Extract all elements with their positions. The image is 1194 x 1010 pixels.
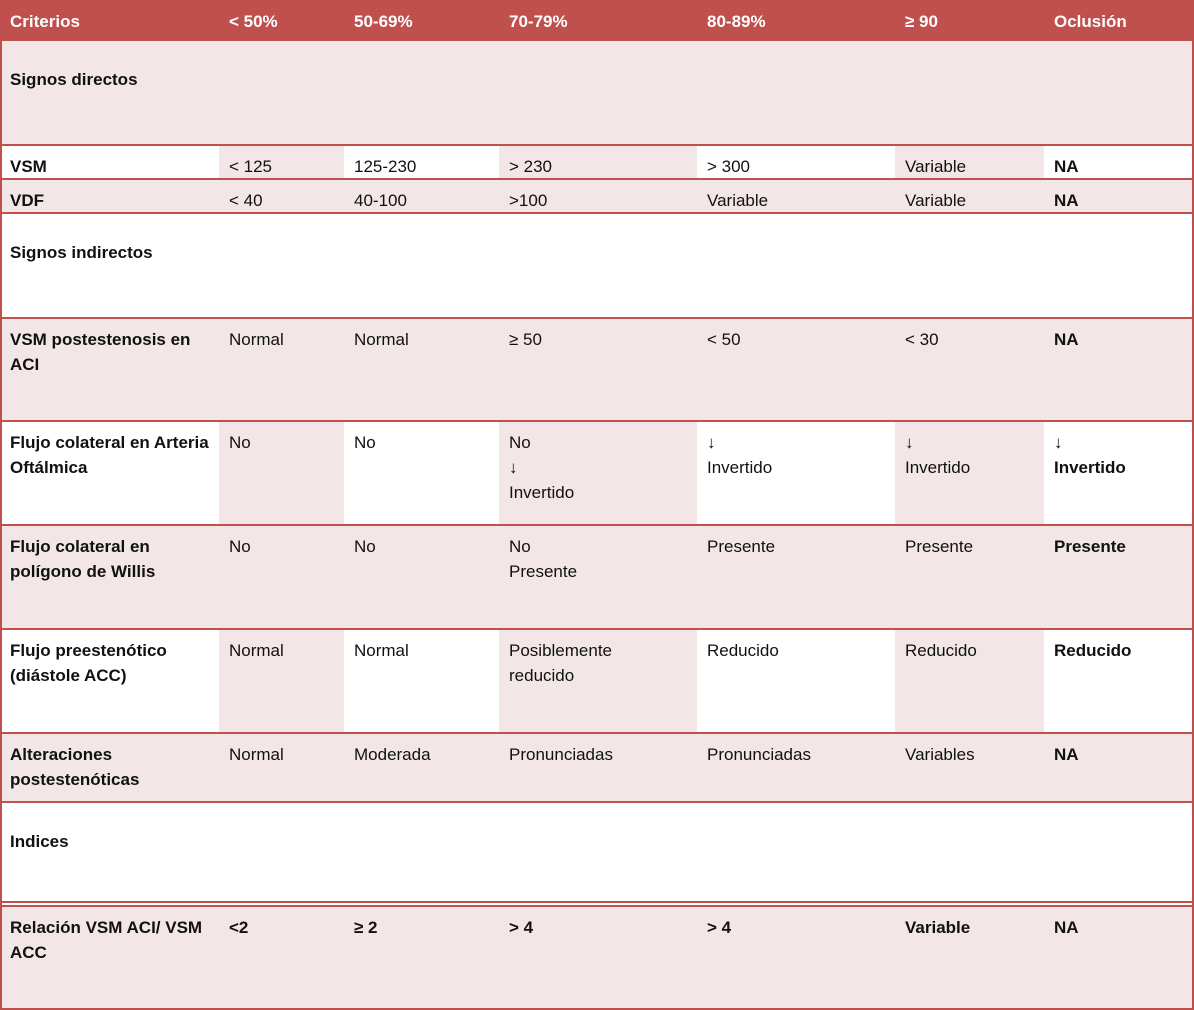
- row-value: Reducido: [697, 629, 895, 733]
- row-label: Flujo colateral en polígono de Willis: [0, 525, 219, 629]
- header-row: [0, 0, 1194, 40]
- row-label: VDF: [0, 179, 219, 213]
- row-value: 125-230: [344, 145, 499, 179]
- row-value: Normal: [219, 629, 344, 733]
- row-value: No: [344, 421, 499, 525]
- row-value: ≥ 50: [499, 318, 697, 421]
- row-value: < 40: [219, 179, 344, 213]
- column-header: ≥ 90: [905, 12, 938, 31]
- row-divider: [0, 732, 1194, 734]
- row-value: Posiblemente reducido: [499, 629, 697, 733]
- row-value: No: [219, 525, 344, 629]
- row-value: No Presente: [499, 525, 697, 629]
- row-value: > 300: [697, 145, 895, 179]
- row-value: >100: [499, 179, 697, 213]
- column-header: Oclusión: [1054, 12, 1127, 31]
- row-divider: [0, 524, 1194, 526]
- row-value: <2: [219, 906, 344, 1010]
- row-value: > 4: [697, 906, 895, 1010]
- column-header: 80-89%: [707, 12, 766, 31]
- row-value: 40-100: [344, 179, 499, 213]
- row-value: Reducido: [1044, 629, 1194, 733]
- row-value: No ↓ Invertido: [499, 421, 697, 525]
- row-value: NA: [1044, 179, 1194, 213]
- row-label: Relación VSM ACI/ VSM ACC: [0, 906, 219, 1010]
- row-value: ≥ 2: [344, 906, 499, 1010]
- section-row: Signos directos: [0, 40, 1194, 145]
- row-divider: [0, 39, 1194, 41]
- row-value: > 4: [499, 906, 697, 1010]
- column-header: < 50%: [229, 12, 278, 31]
- row-value: NA: [1044, 733, 1194, 802]
- row-divider: [0, 212, 1194, 214]
- row-value: Presente: [895, 525, 1044, 629]
- row-divider: [0, 905, 1194, 907]
- table-border-left: [0, 40, 2, 1010]
- row-value: Moderada: [344, 733, 499, 802]
- row-value: Normal: [344, 318, 499, 421]
- row-divider: [0, 144, 1194, 146]
- row-value: Variable: [895, 179, 1044, 213]
- row-value: Variable: [697, 179, 895, 213]
- column-header: 50-69%: [354, 12, 413, 31]
- table-border-right: [1192, 40, 1194, 1010]
- column-header: 70-79%: [509, 12, 568, 31]
- row-label: Flujo colateral en Arteria Oftálmica: [0, 421, 219, 525]
- section-row: Indices: [0, 802, 1194, 906]
- row-value: Reducido: [895, 629, 1044, 733]
- row-value: Variable: [895, 145, 1044, 179]
- row-value: NA: [1044, 318, 1194, 421]
- row-value: < 125: [219, 145, 344, 179]
- row-value: > 230: [499, 145, 697, 179]
- row-label: Alteraciones postestenóticas: [0, 733, 219, 802]
- row-value: Variables: [895, 733, 1044, 802]
- row-value: Pronunciadas: [499, 733, 697, 802]
- row-value: NA: [1044, 145, 1194, 179]
- column-header: Criterios: [10, 12, 80, 31]
- row-value: ↓ Invertido: [895, 421, 1044, 525]
- table-border-bottom: [0, 1008, 1194, 1010]
- row-divider: [0, 317, 1194, 319]
- row-value: Variable: [895, 906, 1044, 1010]
- row-divider: [0, 901, 1194, 903]
- row-value: Normal: [344, 629, 499, 733]
- row-value: NA: [1044, 906, 1194, 1010]
- row-value: Normal: [219, 318, 344, 421]
- row-label: VSM: [0, 145, 219, 179]
- row-value: < 50: [697, 318, 895, 421]
- row-value: < 30: [895, 318, 1044, 421]
- row-value: ↓ Invertido: [1044, 421, 1194, 525]
- row-label: Flujo preestenótico (diástole ACC): [0, 629, 219, 733]
- row-value: No: [219, 421, 344, 525]
- row-value: ↓ Invertido: [697, 421, 895, 525]
- row-divider: [0, 420, 1194, 422]
- row-value: Presente: [697, 525, 895, 629]
- row-divider: [0, 178, 1194, 180]
- row-label: VSM postestenosis en ACI: [0, 318, 219, 421]
- row-divider: [0, 628, 1194, 630]
- row-divider: [0, 801, 1194, 803]
- row-value: Normal: [219, 733, 344, 802]
- section-row: Signos indirectos: [0, 213, 1194, 318]
- row-value: No: [344, 525, 499, 629]
- row-value: Presente: [1044, 525, 1194, 629]
- row-value: Pronunciadas: [697, 733, 895, 802]
